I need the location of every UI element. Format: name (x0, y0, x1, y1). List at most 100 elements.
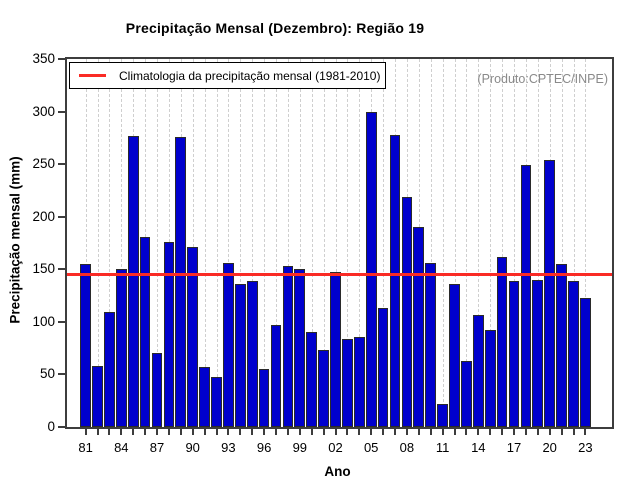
x-tick-1999 (298, 429, 301, 435)
y-tick-label-300: 300 (32, 103, 55, 119)
bar-1990 (187, 247, 199, 427)
gridline-2022 (573, 59, 575, 427)
x-tick-1998 (286, 429, 289, 435)
gridline-2001 (323, 59, 325, 427)
gridline-1982 (97, 59, 99, 427)
x-tick-label-2005: 05 (363, 440, 379, 455)
gridline-2006 (383, 59, 385, 427)
bar-2018 (520, 165, 532, 427)
x-tick-1995 (251, 429, 254, 435)
bar-2022 (568, 280, 579, 427)
gridline-2021 (561, 59, 563, 427)
x-tick-2003 (346, 429, 349, 435)
x-tick-2021 (560, 429, 563, 435)
bar-1985 (127, 135, 139, 427)
bar-1982 (92, 366, 103, 427)
x-tick-1994 (239, 429, 242, 435)
x-tick-1990 (191, 429, 194, 435)
gridline-1997 (276, 59, 277, 427)
gridline-2016 (502, 59, 504, 427)
x-tick-1981 (84, 429, 87, 435)
x-tick-label-1984: 84 (114, 440, 129, 455)
bar-2013 (461, 360, 472, 427)
x-tick-label-2020: 20 (542, 440, 557, 455)
bar-1997 (270, 325, 282, 427)
bar-1988 (163, 241, 175, 427)
x-tick-1982 (96, 429, 99, 435)
x-tick-2016 (501, 429, 504, 435)
x-tick-1988 (167, 429, 170, 435)
gridline-2017 (514, 59, 515, 427)
gridline-1984 (121, 59, 123, 427)
x-tick-1996 (263, 429, 266, 435)
bar-1989 (175, 136, 187, 427)
gridline-2003 (347, 59, 349, 427)
bar-1992 (211, 376, 222, 427)
bar-2011 (437, 403, 448, 427)
x-tick-2022 (572, 429, 575, 435)
bar-2021 (556, 264, 567, 427)
x-tick-1983 (108, 429, 111, 435)
y-tick-label-150: 150 (32, 261, 55, 277)
x-tick-label-1990: 90 (185, 440, 200, 455)
bar-1986 (139, 236, 151, 427)
x-tick-2018 (524, 429, 527, 435)
gridline-2011 (442, 59, 444, 427)
x-tick-2000 (310, 429, 313, 435)
gridline-1983 (109, 59, 111, 427)
y-tick-label-50: 50 (39, 366, 55, 382)
legend-box: Climatologia da precipitação mensal (198… (69, 62, 386, 89)
x-tick-1997 (275, 429, 277, 435)
gridline-2023 (585, 59, 587, 427)
x-tick-2023 (584, 429, 587, 435)
bar-2005 (365, 111, 377, 427)
x-tick-label-2023: 23 (578, 440, 593, 455)
bar-2003 (342, 338, 353, 427)
gridline-1991 (204, 59, 206, 427)
bar-1981 (80, 264, 91, 427)
bar-2001 (318, 350, 329, 427)
bar-1994 (234, 284, 246, 427)
gridline-2019 (537, 59, 539, 427)
y-tick-label-100: 100 (32, 313, 55, 329)
bar-2020 (544, 159, 556, 427)
gridline-1996 (264, 59, 266, 427)
y-tick-250 (58, 163, 67, 166)
bar-2004 (353, 336, 365, 427)
y-tick-label-350: 350 (32, 51, 55, 66)
gridline-2014 (478, 59, 480, 427)
bar-1987 (151, 353, 163, 427)
x-tick-label-1993: 93 (221, 440, 236, 455)
bar-1983 (104, 312, 115, 427)
y-tick-label-250: 250 (32, 156, 55, 172)
x-tick-2012 (453, 429, 456, 435)
y-tick-150 (58, 268, 67, 271)
gridline-2013 (466, 59, 468, 427)
x-tick-2008 (405, 429, 408, 435)
bar-1993 (223, 262, 234, 427)
gridline-2010 (430, 59, 432, 427)
x-tick-2006 (382, 429, 385, 435)
x-tick-1991 (203, 429, 206, 435)
x-tick-2013 (465, 429, 468, 435)
y-tick-label-200: 200 (32, 208, 55, 224)
x-tick-label-2014: 14 (471, 440, 486, 455)
x-tick-2017 (513, 429, 515, 435)
x-tick-1987 (156, 429, 158, 435)
bar-2012 (449, 284, 460, 427)
bar-2002 (330, 272, 341, 427)
y-tick-label-0: 0 (47, 419, 55, 434)
gridline-1981 (85, 59, 87, 427)
gridline-1995 (252, 59, 254, 427)
bar-1991 (199, 367, 210, 427)
bar-2000 (306, 332, 318, 427)
x-tick-label-2017: 17 (506, 440, 522, 455)
x-tick-1989 (179, 429, 182, 435)
chart-title: Precipitação Mensal (Dezembro): Região 1… (125, 20, 425, 36)
y-tick-350 (58, 58, 67, 60)
x-axis-label: Ano (324, 464, 351, 479)
x-tick-1986 (144, 429, 147, 435)
climatology-line-icon (79, 74, 106, 77)
bar-1996 (258, 369, 270, 427)
